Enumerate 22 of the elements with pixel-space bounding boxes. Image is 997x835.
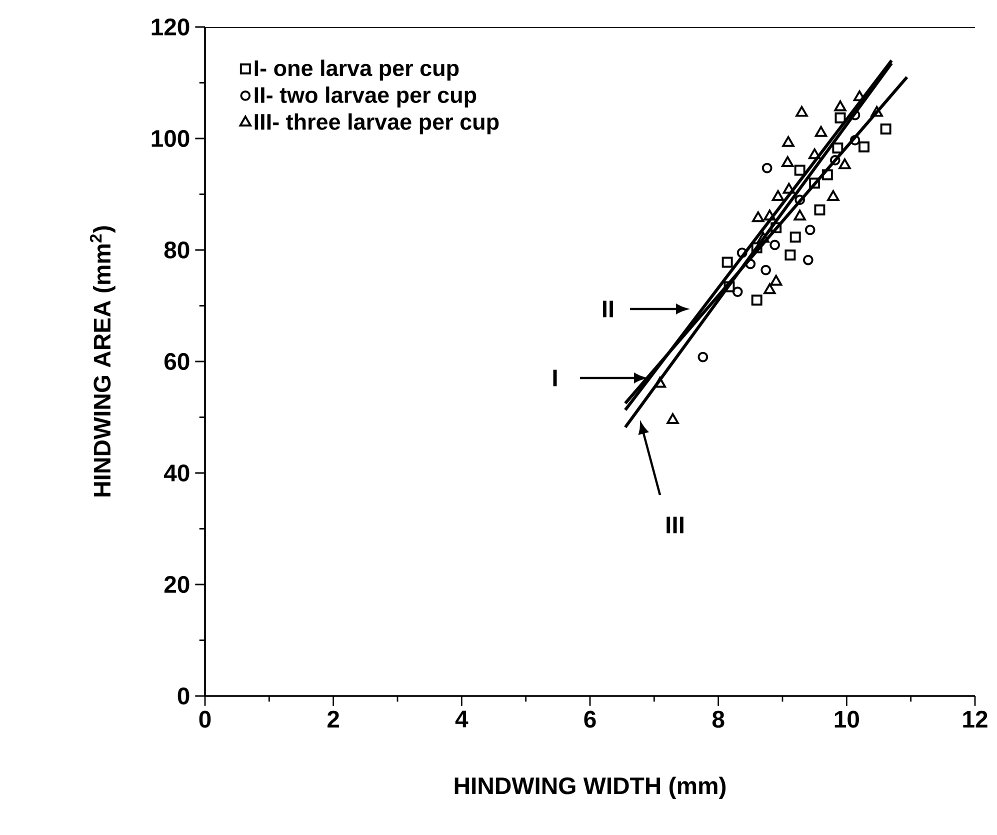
x-tick-label: 0 [199, 710, 211, 728]
x-tick-label: 2 [328, 710, 340, 728]
y-tick-label: 40 [164, 464, 190, 482]
y-axis-title: HINDWING AREA (mm$^{2}$) [90, 226, 116, 496]
y-tick-label: 20 [164, 576, 190, 593]
annotation: I [553, 370, 557, 386]
y-tick-label: 0 [178, 688, 190, 704]
x-tick-label: 12 [963, 710, 988, 728]
y-tick-label: 80 [164, 242, 190, 258]
annotation: II [602, 300, 614, 318]
y-tick-label: 60 [164, 353, 190, 370]
legend-label: III- three larvae per cup [254, 113, 499, 134]
legend-label: I- one larva per cup [254, 60, 459, 81]
y-tick-label: 100 [152, 130, 190, 147]
x-axis-title: HINDWING WIDTH (mm) [454, 776, 726, 800]
x-tick-label: 8 [712, 710, 724, 728]
x-tick-label: 6 [584, 710, 596, 728]
annotation: III [666, 516, 684, 534]
x-tick-label: 4 [455, 710, 468, 728]
x-tick-label: 10 [834, 710, 859, 728]
y-tick-label: 120 [152, 18, 190, 36]
legend-label: II- two larvae per cup [254, 86, 476, 108]
